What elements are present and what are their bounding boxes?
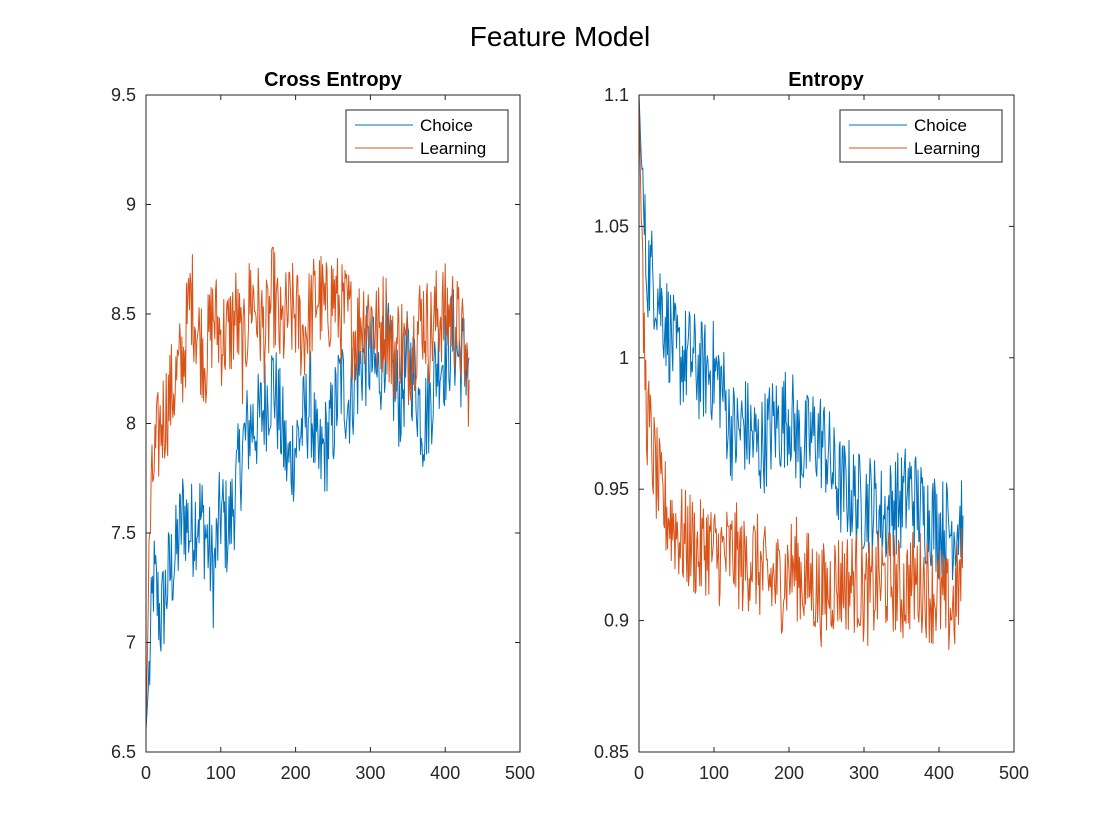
series-line-learning [638, 94, 964, 650]
y-tick-label: 8.5 [111, 304, 136, 324]
series-line-learning [145, 246, 470, 731]
x-tick-label: 0 [634, 763, 644, 783]
y-tick-label: 7.5 [111, 523, 136, 543]
legend: Choice Learning [839, 109, 1003, 163]
y-tick-label: 1 [619, 348, 629, 368]
y-tick-label: 7 [126, 633, 136, 653]
y-tick-label: 9.5 [111, 85, 136, 105]
y-tick-label: 0.85 [594, 742, 629, 762]
axes-box [638, 94, 1015, 753]
legend-label-choice: Choice [914, 116, 967, 135]
x-tick-label: 200 [774, 763, 804, 783]
x-tick-label: 0 [141, 763, 151, 783]
axes-entropy: Entropy 0 100 200 300 400 500 0.85 0.9 0.95 1 1.05… [594, 69, 1029, 783]
y-tick-label: 9 [126, 195, 136, 215]
plot-area [639, 95, 1014, 752]
legend-box [345, 109, 509, 163]
x-tick-label: 500 [505, 763, 535, 783]
y-tick-label: 6.5 [111, 742, 136, 762]
y-tick-label: 1.05 [594, 216, 629, 236]
figure-title: Feature Model [470, 21, 651, 52]
legend: Choice Learning [345, 109, 509, 163]
x-tick-label: 300 [849, 763, 879, 783]
x-tick-label: 100 [699, 763, 729, 783]
x-tick-label: 400 [924, 763, 954, 783]
series-line-choice [145, 289, 470, 731]
x-tick-label: 200 [281, 763, 311, 783]
x-tick-label: 400 [430, 763, 460, 783]
y-tick-label: 0.95 [594, 479, 629, 499]
legend-label-choice: Choice [420, 116, 473, 135]
legend-label-learning: Learning [914, 139, 980, 158]
y-tick-label: 1.1 [604, 85, 629, 105]
axes-cross-entropy: Cross Entropy 0 100 200 300 400 500 6.5 7 7.5 8 8.… [111, 69, 535, 783]
axes-title-entropy: Entropy [788, 69, 864, 91]
legend-label-learning: Learning [420, 139, 486, 158]
y-tick-label: 8 [126, 414, 136, 434]
x-tick-label: 500 [999, 763, 1029, 783]
x-tick-label: 300 [355, 763, 385, 783]
series-line-choice [638, 94, 964, 581]
y-tick-label: 0.9 [604, 611, 629, 631]
legend-box [839, 109, 1003, 163]
axes-title-cross-entropy: Cross Entropy [264, 69, 403, 91]
x-tick-label: 100 [206, 763, 236, 783]
